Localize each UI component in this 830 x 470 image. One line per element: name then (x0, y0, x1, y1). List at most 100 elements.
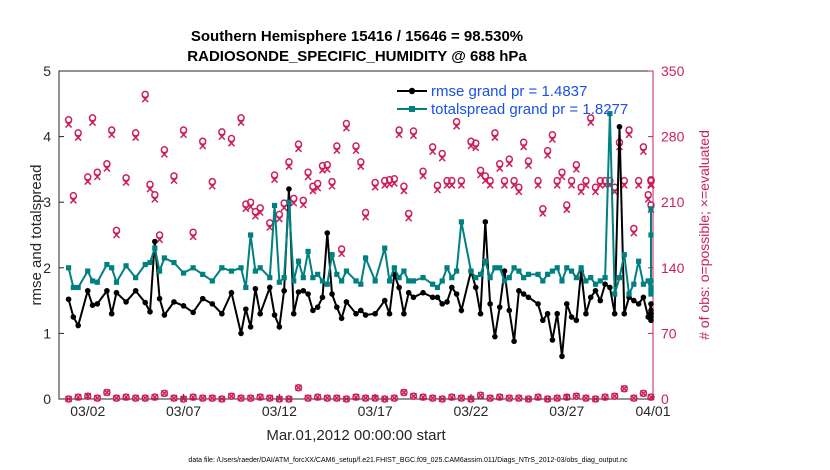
totalspread-point (358, 281, 364, 287)
rmse-point (89, 302, 96, 308)
obs-possible-marker (563, 201, 571, 209)
obs-possible-marker (328, 177, 336, 186)
obs-possible-marker (519, 138, 528, 146)
obs-possible-marker (548, 130, 557, 139)
totalspread-point (648, 206, 654, 212)
rmse-point (573, 317, 580, 324)
obs-evaluated-marker (510, 181, 518, 189)
rmse-point (568, 314, 575, 320)
obs-low-marker (93, 394, 102, 402)
obs-low-marker (131, 394, 140, 402)
obs-low-cross (323, 394, 331, 402)
totalspread-point (453, 268, 460, 274)
obs-evaluated-marker (89, 119, 97, 127)
obs-possible-marker (596, 176, 605, 185)
obs-evaluated-marker (505, 160, 513, 168)
obs-evaluated-marker (242, 205, 250, 213)
totalspread-point (506, 275, 512, 281)
rmse-point (338, 315, 345, 322)
obs-low-marker (179, 395, 188, 403)
x-tick-label: 03/02 (70, 403, 105, 419)
rmse-point (549, 337, 556, 343)
totalspread-point (568, 268, 575, 274)
y2-tick-label: 280 (661, 129, 685, 145)
obs-possible-marker (457, 176, 466, 185)
totalspread-point (305, 248, 311, 254)
rmse-point (314, 304, 321, 310)
obs-evaluated-marker (591, 188, 600, 196)
obs-possible-marker (275, 210, 284, 219)
obs-low-cross (112, 394, 121, 402)
obs-low-marker (313, 393, 322, 401)
totalspread-point (113, 279, 120, 285)
obs-evaluated-marker (208, 182, 216, 190)
totalspread-point (636, 258, 642, 264)
rmse-point (386, 310, 393, 317)
rmse-point (372, 310, 378, 317)
obs-evaluated-marker (467, 142, 475, 150)
totalspread-point (401, 268, 407, 274)
y-tick-label: 5 (43, 63, 51, 79)
totalspread-point (640, 281, 647, 287)
obs-low-marker (103, 388, 111, 397)
obs-low-marker (467, 395, 475, 403)
totalspread-point (616, 275, 623, 281)
obs-low-cross (74, 393, 82, 401)
totalspread-point (583, 278, 589, 284)
rmse-point (453, 291, 460, 297)
obs-low-cross (314, 393, 322, 401)
totalspread-point (89, 278, 96, 284)
obs-low-marker (342, 395, 351, 403)
obs-low-cross (477, 391, 485, 399)
obs-low-cross (352, 393, 360, 401)
obs-evaluated-marker (218, 133, 226, 141)
obs-possible-marker (304, 168, 312, 176)
legend-rmse: rmse grand pr = 1.4837 (431, 83, 587, 100)
rmse-point (554, 310, 560, 317)
obs-low-marker (409, 392, 418, 400)
obs-evaluated-marker (189, 233, 197, 241)
rmse-point (104, 287, 110, 294)
totalspread-point (549, 268, 556, 274)
totalspread-point (190, 265, 196, 271)
rmse-point (616, 123, 623, 130)
totalspread-point (281, 275, 287, 281)
obs-evaluated-marker (338, 250, 346, 258)
totalspread-point (588, 275, 594, 281)
totalspread-point (161, 255, 167, 261)
totalspread-point (85, 268, 91, 274)
rmse-point (381, 297, 388, 304)
totalspread-point (648, 278, 654, 284)
totalspread-point (123, 263, 129, 269)
obs-low-cross (189, 393, 197, 401)
rmse-point (611, 310, 618, 317)
totalspread-point (372, 278, 378, 284)
obs-evaluated-marker (582, 181, 590, 189)
totalspread-point (648, 232, 654, 238)
rmse-point (319, 294, 326, 301)
obs-possible-marker (289, 194, 298, 203)
obs-low-cross (160, 389, 168, 397)
obs-low-cross (467, 395, 475, 403)
obs-possible-marker (198, 137, 207, 146)
totalspread-point (70, 284, 76, 291)
obs-low-cross (93, 394, 101, 402)
obs-evaluated-marker (409, 132, 418, 140)
obs-low-cross (151, 393, 159, 401)
obs-evaluated-marker (587, 119, 595, 127)
obs-low-cross (199, 394, 207, 402)
obs-possible-marker (357, 158, 365, 166)
obs-low-marker (266, 394, 274, 402)
obs-possible-marker (476, 166, 485, 175)
totalspread-point (554, 265, 560, 271)
obs-low-cross (591, 395, 600, 403)
obs-possible-marker (342, 119, 351, 128)
footnote: data file: /Users/raeder/DAI/ATM_forcXX/… (188, 457, 628, 464)
rmse-point (597, 297, 604, 304)
totalspread-point (645, 278, 651, 284)
rmse-point (353, 310, 359, 317)
legend-spread: totalspread grand pr = 1.8277 (431, 101, 628, 118)
obs-low-cross (572, 392, 580, 400)
obs-evaluated-marker (395, 131, 403, 139)
obs-evaluated-marker (524, 162, 532, 170)
